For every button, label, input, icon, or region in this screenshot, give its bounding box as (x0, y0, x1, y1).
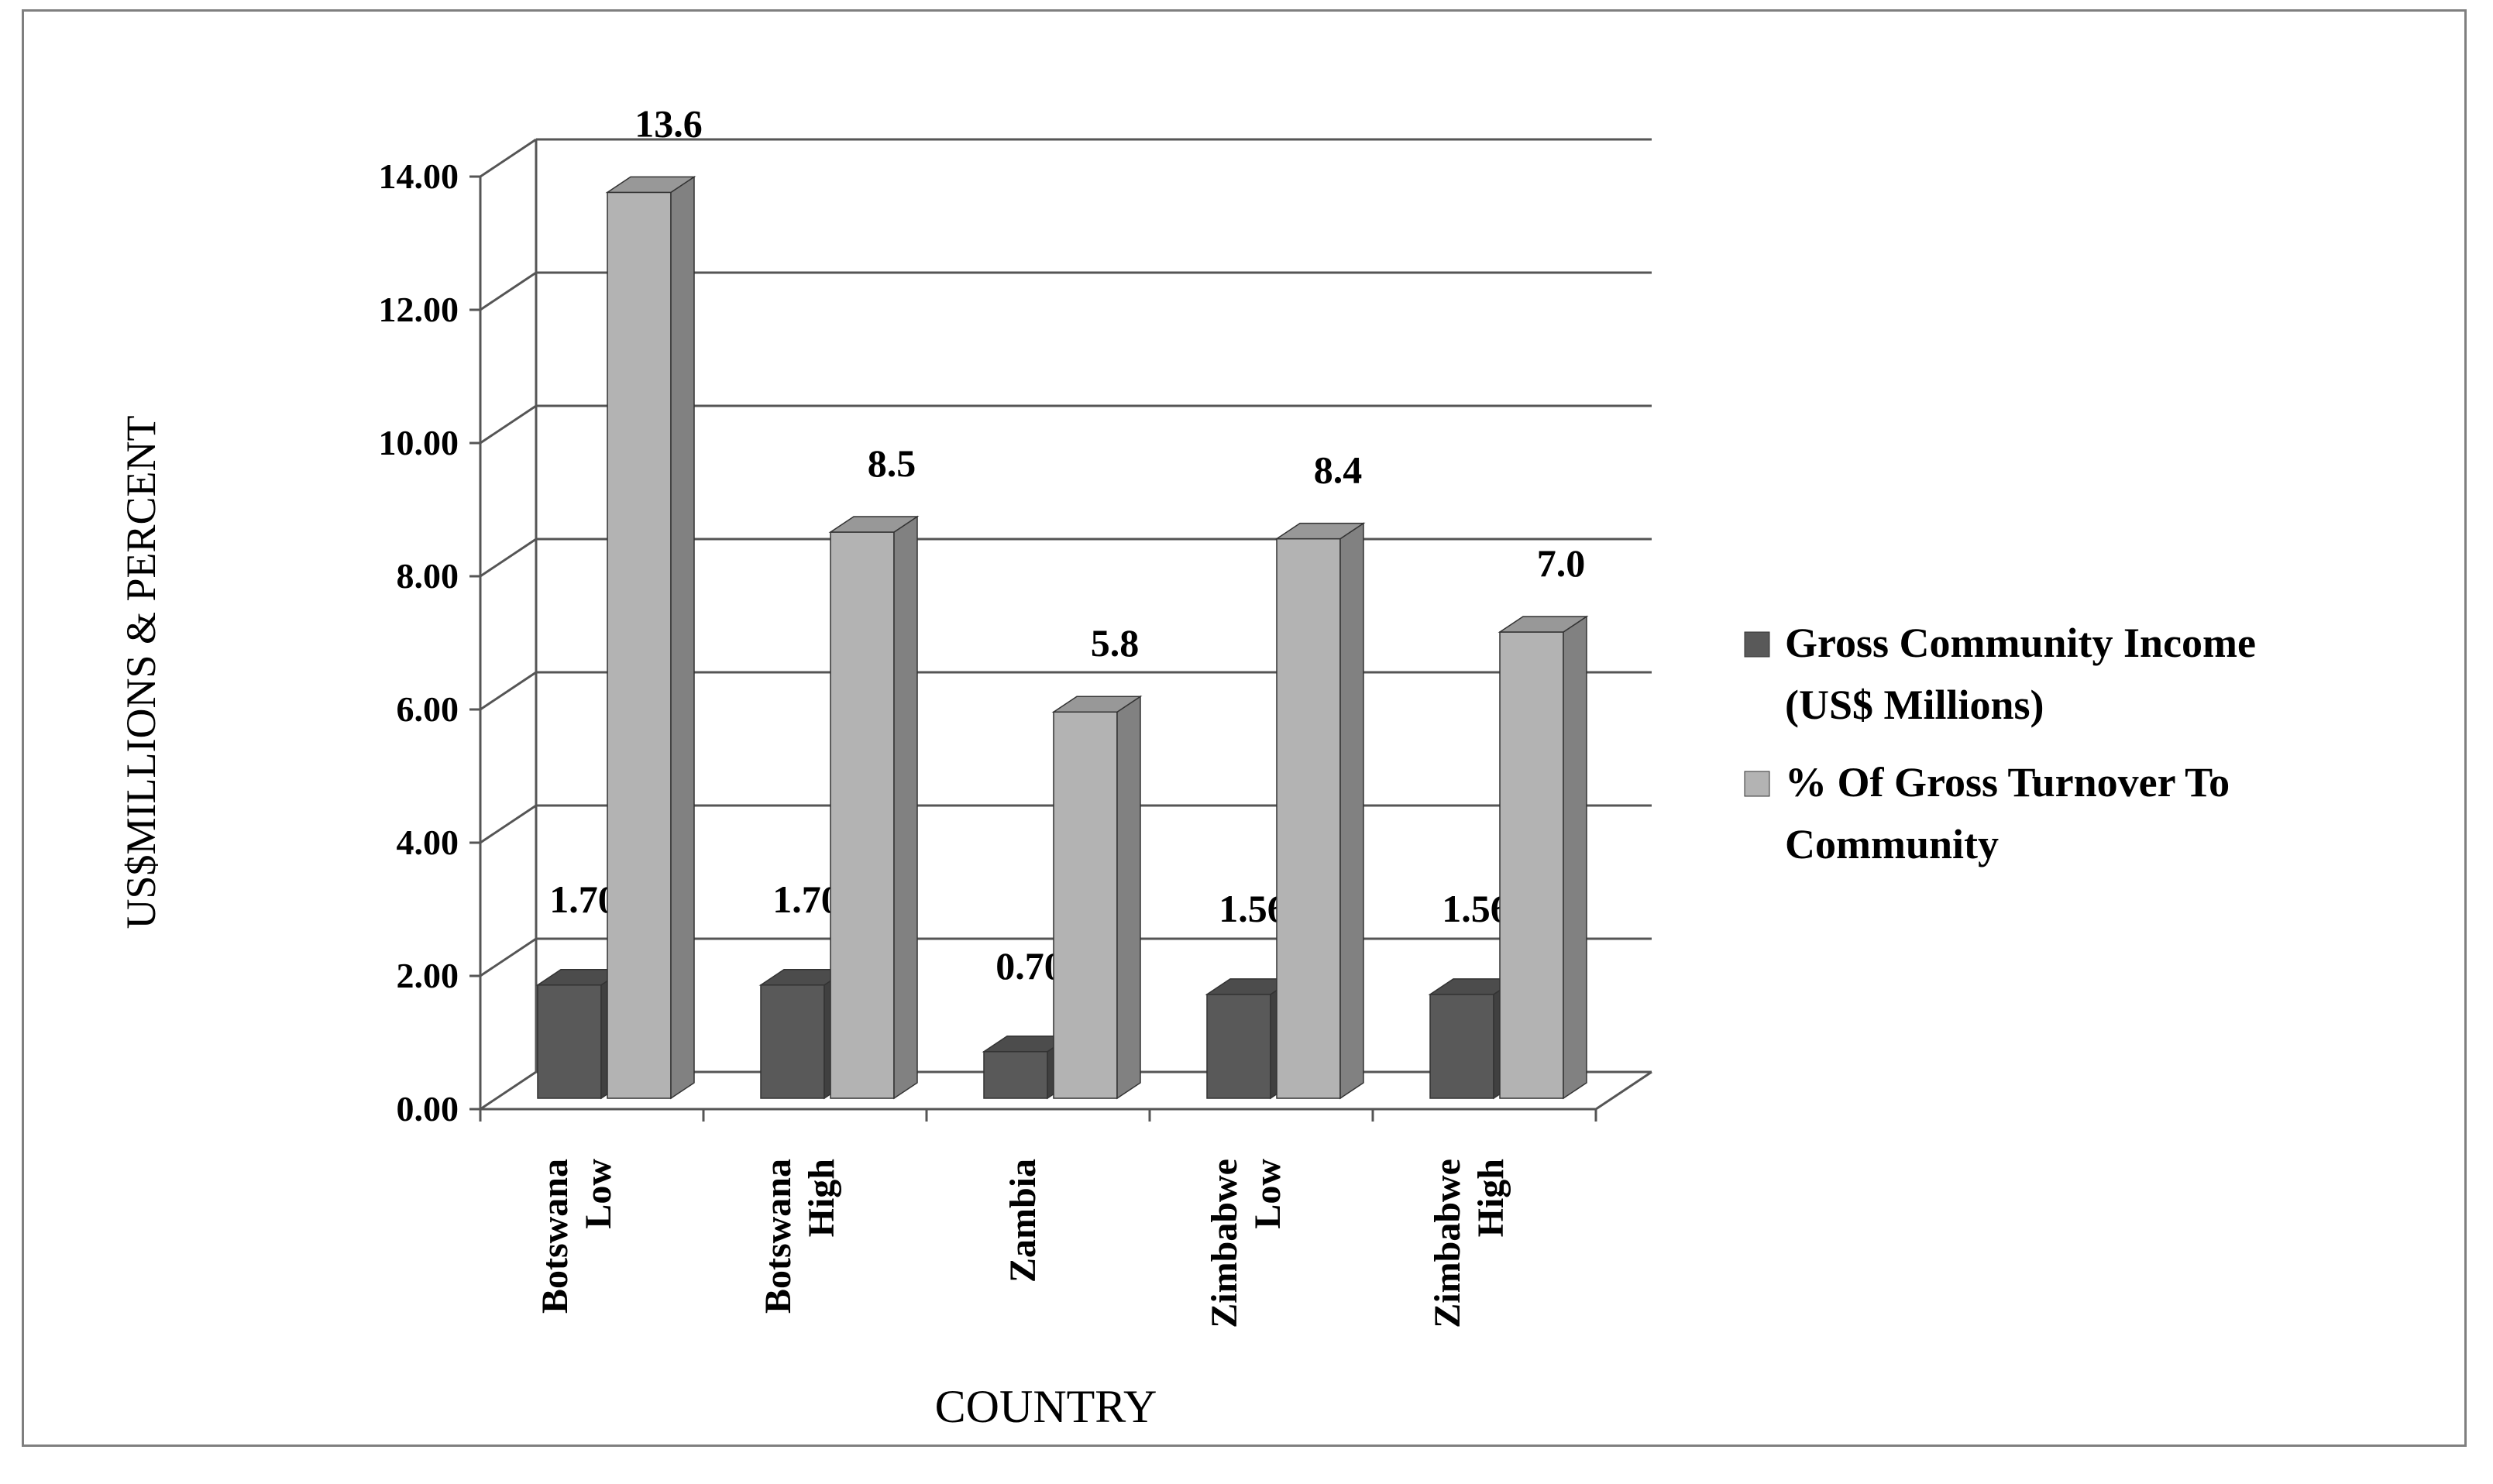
bar-front (1206, 994, 1271, 1099)
data-label: 5.8 (1091, 621, 1140, 665)
y-tick-label: 12.00 (379, 290, 459, 329)
legend-label: % Of Gross Turnover To (1785, 759, 2230, 806)
bar-top (605, 176, 696, 194)
data-label: 8.4 (1314, 448, 1363, 492)
x-tick-label: High (801, 1159, 842, 1237)
gridline-side (480, 804, 537, 844)
bar-percent (1051, 695, 1143, 1100)
gridline-side (480, 538, 537, 578)
bar-front (983, 1051, 1048, 1099)
x-tick-label: Botswana (758, 1159, 799, 1314)
data-label: 1.70 (772, 878, 841, 921)
bar-side (1563, 615, 1587, 1100)
bar-percent (828, 515, 920, 1100)
bar-top (1498, 616, 1589, 633)
x-axis-title: COUNTRY (935, 1381, 1157, 1432)
bar-percent (1274, 522, 1366, 1100)
bar-side (670, 175, 695, 1100)
data-label: 0.70 (995, 944, 1064, 988)
x-tick-label: Zimbabwe (1427, 1159, 1468, 1328)
bar-front (537, 984, 602, 1099)
bar-top (828, 516, 920, 533)
data-label: 1.56 (1219, 887, 1287, 930)
data-label: 1.70 (549, 878, 617, 921)
bar-front (1053, 711, 1118, 1099)
bar-percent (1498, 615, 1589, 1100)
x-tick-label: Low (1247, 1159, 1288, 1229)
bar-side (893, 515, 918, 1100)
gridline-side (480, 937, 537, 977)
legend-swatch (1744, 771, 1770, 797)
y-tick-label: 0.00 (397, 1089, 459, 1128)
gridline-side (480, 671, 537, 711)
data-label: 7.0 (1537, 541, 1586, 585)
data-label: 8.5 (868, 441, 916, 485)
bar-top (1051, 696, 1143, 713)
gridline-side (480, 1070, 537, 1111)
y-axis-title: US$MILLIONS & PERCENT (118, 415, 164, 929)
x-tick-label: High (1470, 1159, 1511, 1237)
bar-front (1276, 538, 1341, 1099)
data-label: 1.56 (1442, 887, 1510, 930)
y-tick-label: 10.00 (379, 423, 459, 462)
legend-label: Community (1785, 821, 1999, 867)
bar-front (607, 191, 672, 1099)
data-label: 13.6 (634, 101, 703, 145)
y-tick-label: 4.00 (397, 823, 459, 862)
gridline-side (480, 404, 537, 445)
floor-right-edge (1595, 1070, 1652, 1111)
y-tick-label: 2.00 (397, 956, 459, 995)
bar-front (1499, 631, 1564, 1099)
gridline-side (480, 138, 537, 178)
x-tick-label: Botswana (535, 1159, 576, 1314)
legend-label: (US$ Millions) (1785, 682, 2044, 728)
bar-percent (605, 175, 696, 1100)
legend-swatch (1744, 631, 1770, 658)
bar-front (1429, 994, 1494, 1099)
x-tick-label: Low (578, 1159, 619, 1229)
y-tick-label: 14.00 (379, 156, 459, 196)
x-tick-label: Zimbabwe (1204, 1159, 1245, 1328)
y-tick-label: 6.00 (397, 689, 459, 729)
chart-frame (22, 9, 2467, 1447)
legend-label: Gross Community Income (1785, 620, 2256, 666)
bar-side (1116, 695, 1141, 1100)
y-tick-label: 8.00 (397, 556, 459, 596)
gridline-side (480, 271, 537, 311)
bar-top (1274, 522, 1366, 540)
bar-front (760, 984, 825, 1099)
bar-front (830, 531, 895, 1099)
bar-side (1339, 522, 1364, 1100)
x-tick-label: Zambia (1002, 1159, 1044, 1283)
